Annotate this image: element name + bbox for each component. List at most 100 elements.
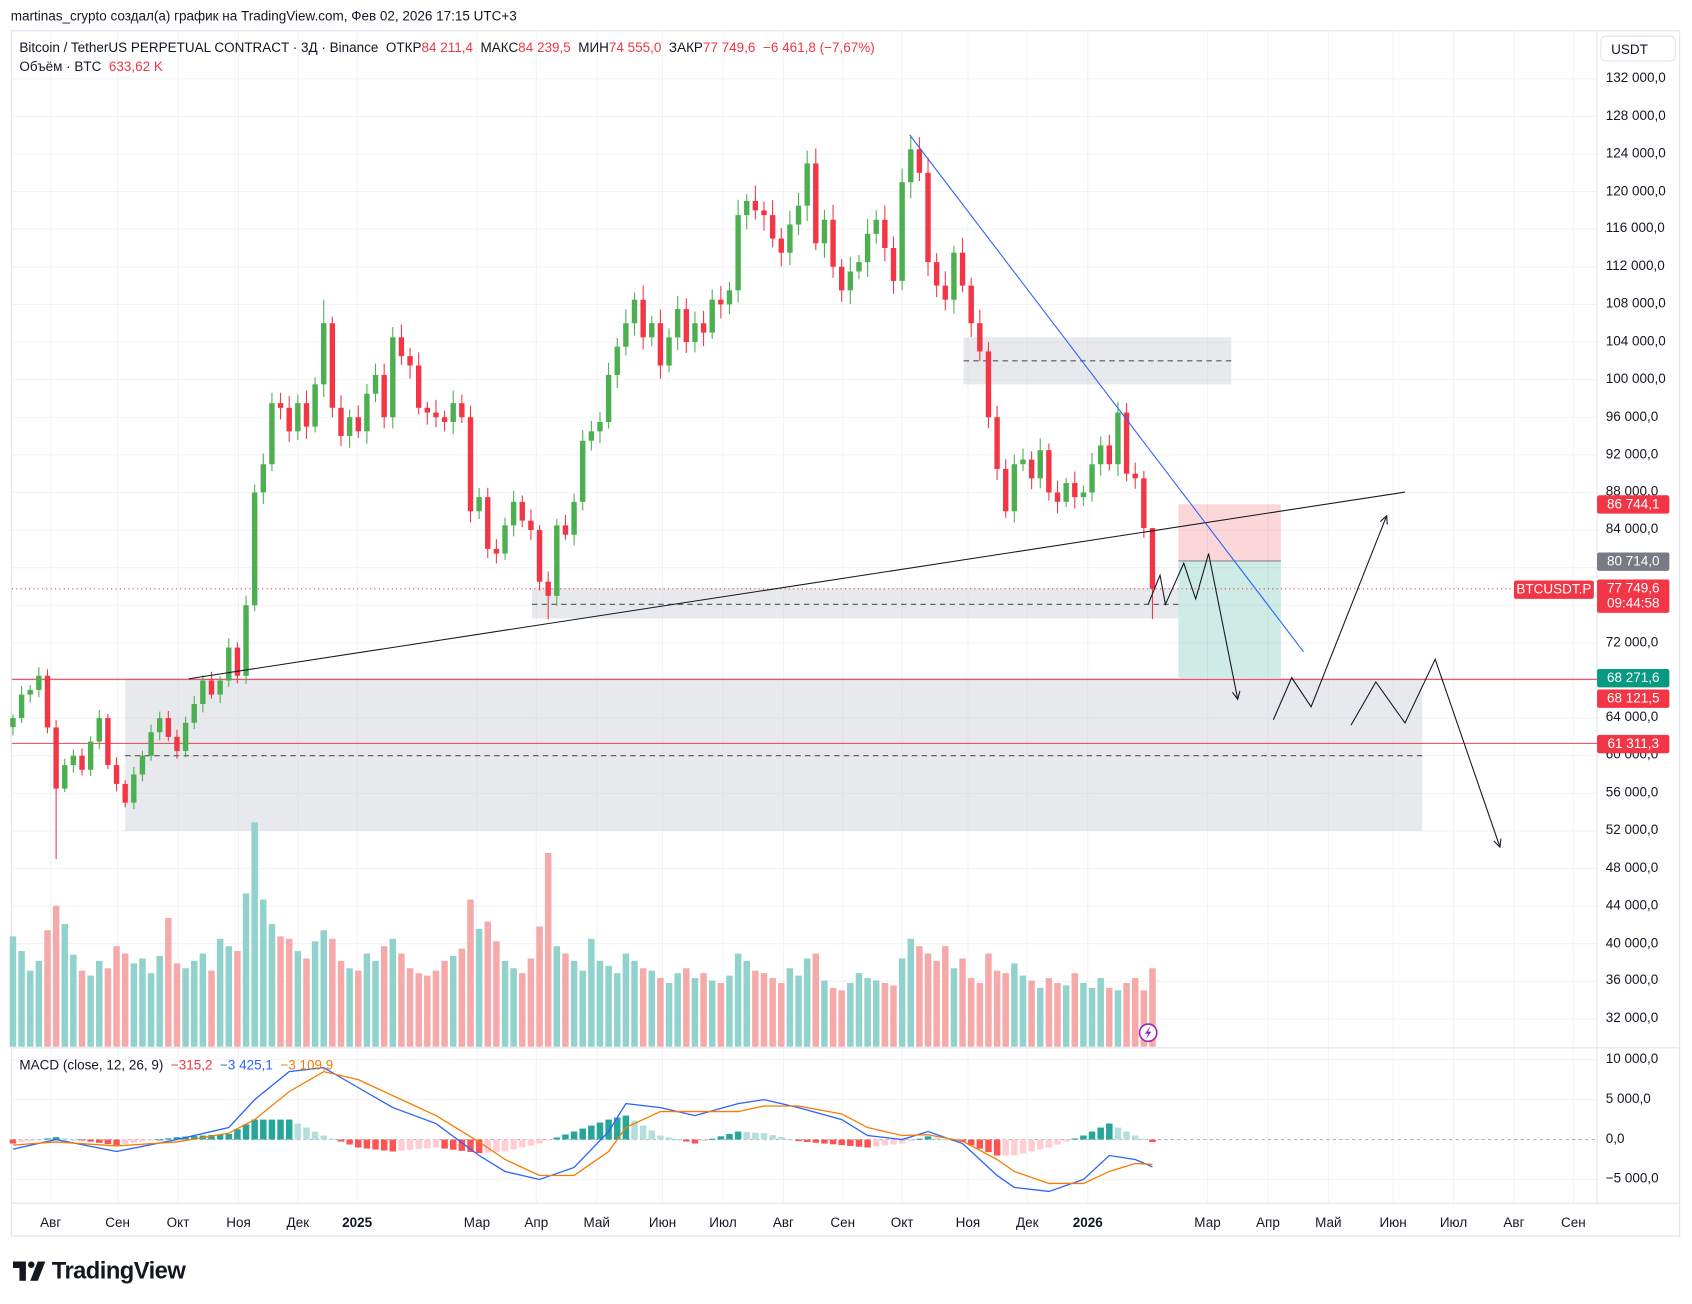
candle-body (1106, 445, 1113, 465)
volume-bar (959, 958, 966, 1047)
time-axis-label: Сен (830, 1215, 856, 1231)
price-axis-label: 104 000,0 (1605, 333, 1666, 349)
candle-body (545, 581, 551, 596)
macd-histogram-bar (639, 1125, 647, 1140)
macd-histogram-bar (700, 1139, 707, 1142)
macd-histogram-bar (432, 1139, 440, 1148)
macd-histogram-bar (967, 1139, 975, 1146)
volume-bar (924, 953, 932, 1047)
volume-label[interactable]: Объём · BTC (19, 59, 102, 75)
macd-axis-label: 10 000,0 (1605, 1051, 1659, 1067)
macd-histogram-bar (320, 1135, 327, 1140)
volume-bar (726, 975, 733, 1047)
macd-histogram-bar (864, 1139, 871, 1148)
candle-body (562, 525, 569, 535)
candle-body (536, 530, 543, 582)
volume-bar (104, 968, 112, 1047)
price-axis-label: 100 000,0 (1605, 370, 1666, 387)
volume-bar (1045, 978, 1053, 1047)
candle-body (597, 421, 603, 432)
candle-body (744, 200, 750, 216)
open-label: ОТКР (385, 39, 422, 56)
candle-body (1020, 459, 1026, 465)
macd-histogram-bar (519, 1139, 526, 1148)
candle-body (234, 647, 241, 676)
macd-histogram-bar (683, 1139, 690, 1142)
volume-bar (173, 963, 181, 1047)
volume-bar (156, 955, 163, 1047)
change-value: −6 461,8 (−7,67%) (762, 39, 875, 56)
candle-body (528, 520, 534, 531)
candle-body (96, 718, 102, 742)
projection-path (1272, 515, 1388, 720)
macd-histogram-bar (458, 1139, 466, 1151)
candle-body (769, 215, 776, 239)
price-axis-label: 40 000,0 (1605, 935, 1659, 951)
candle-body (450, 403, 456, 422)
macd-histogram-bar (734, 1131, 742, 1140)
macd-histogram-bar (242, 1124, 250, 1140)
macd-histogram-bar (113, 1139, 120, 1146)
candle-body (433, 412, 439, 418)
volume-bar (44, 930, 51, 1047)
macd-histogram-bar (743, 1132, 750, 1140)
symbol-title[interactable]: Bitcoin / TetherUS PERPETUAL CONTRACT · … (19, 39, 379, 56)
supply-demand-zone (125, 678, 1423, 831)
currency-button[interactable]: USDT (1600, 35, 1676, 62)
macd-histogram-bar (44, 1138, 51, 1140)
macd-histogram-bar (726, 1133, 733, 1140)
candle-body (131, 774, 137, 803)
time-axis-label: Июл (709, 1215, 737, 1231)
macd-histogram-bar (1123, 1131, 1130, 1140)
volume-bar (1123, 982, 1130, 1047)
candle-body (795, 205, 802, 225)
macd-histogram-bar (61, 1138, 68, 1140)
candle-body (692, 323, 698, 343)
macd-histogram-bar (631, 1120, 638, 1140)
tradingview-logo[interactable]: TradingView (12, 1257, 186, 1285)
candle-body (251, 492, 258, 606)
symbol-legend: Bitcoin / TetherUS PERPETUAL CONTRACT · … (19, 40, 874, 55)
lightning-icon (1144, 1026, 1152, 1040)
macd-histogram-bar (786, 1139, 794, 1141)
macd-histogram-bar (52, 1137, 60, 1140)
volume-bar (622, 953, 630, 1047)
candle-body (847, 271, 854, 291)
macd-histogram-bar (657, 1135, 664, 1140)
volume-bar (467, 899, 474, 1047)
candle-body (381, 374, 387, 418)
macd-axis-label: −5 000,0 (1605, 1170, 1659, 1186)
macd-histogram-bar (1106, 1123, 1113, 1140)
chart-frame (10, 30, 1681, 1237)
volume-bar (96, 960, 103, 1047)
volume-bar (415, 973, 422, 1047)
macd-line-value: −3 425,1 (220, 1057, 273, 1073)
macd-histogram-bar (985, 1139, 992, 1153)
candle-body (269, 403, 275, 465)
volume-bar (1011, 963, 1018, 1047)
candle-body (407, 356, 413, 366)
macd-histogram-bar (329, 1138, 336, 1140)
candle-body (778, 238, 784, 253)
candle-body (295, 403, 301, 432)
macd-title[interactable]: MACD (close, 12, 26, 9) (19, 1057, 164, 1073)
volume-bar (52, 905, 60, 1047)
volume-bar (916, 946, 923, 1047)
volume-bar (18, 951, 25, 1047)
symbol-flag: BTCUSDT.P (1513, 580, 1594, 599)
candle-body (1054, 492, 1061, 502)
candle-body (1115, 412, 1121, 465)
macd-histogram-bar (467, 1139, 474, 1152)
macd-histogram-bar (1054, 1139, 1061, 1145)
volume-bar (760, 973, 768, 1047)
macd-axis-label: 0,0 (1605, 1130, 1625, 1147)
candle-body (1046, 450, 1052, 493)
macd-histogram-bar (872, 1139, 880, 1147)
volume-bar (208, 970, 215, 1047)
volume-bar (838, 990, 845, 1047)
volume-bar (61, 924, 68, 1047)
volume-bar (769, 978, 776, 1047)
candle-body (1063, 483, 1069, 502)
volume-value: 633,62 K (108, 59, 163, 75)
